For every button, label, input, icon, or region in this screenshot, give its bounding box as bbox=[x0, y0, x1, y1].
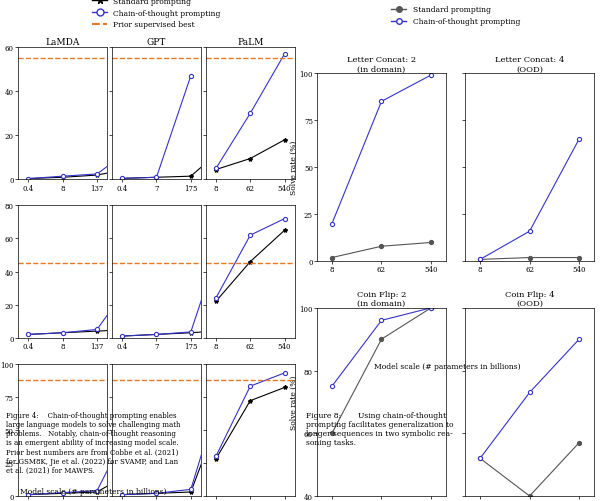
Text: Model scale (# parameters in billions): Model scale (# parameters in billions) bbox=[374, 362, 520, 370]
Text: Figure 4:    Chain-of-thought prompting enables
large language models to solve c: Figure 4: Chain-of-thought prompting ena… bbox=[6, 411, 181, 474]
Title: Letter Concat: 4
(OOD): Letter Concat: 4 (OOD) bbox=[495, 56, 564, 73]
Y-axis label: Solve rate (%): Solve rate (%) bbox=[290, 141, 298, 195]
Legend: Standard prompting, Chain-of-thought prompting, Prior supervised best: Standard prompting, Chain-of-thought pro… bbox=[89, 0, 224, 33]
Title: Coin Flip: 2
(in domain): Coin Flip: 2 (in domain) bbox=[357, 290, 406, 308]
Title: Letter Concat: 2
(in domain): Letter Concat: 2 (in domain) bbox=[347, 56, 416, 73]
Title: PaLM: PaLM bbox=[237, 38, 263, 47]
Y-axis label: GSM8K
solve rate (%): GSM8K solve rate (%) bbox=[0, 88, 2, 140]
Text: Figure 8:       Using chain-of-thought
prompting facilitates generalization to
l: Figure 8: Using chain-of-thought prompti… bbox=[306, 411, 454, 446]
Text: Model scale (# parameters in billions): Model scale (# parameters in billions) bbox=[20, 487, 166, 495]
Y-axis label: SVAMP
solve rate (%): SVAMP solve rate (%) bbox=[0, 245, 2, 299]
Legend: Standard prompting, Chain-of-thought prompting: Standard prompting, Chain-of-thought pro… bbox=[388, 4, 523, 29]
Title: LaMDA: LaMDA bbox=[46, 38, 80, 47]
Y-axis label: Solve rate (%): Solve rate (%) bbox=[290, 375, 298, 429]
Title: GPT: GPT bbox=[147, 38, 166, 47]
Title: Coin Flip: 4
(OOD): Coin Flip: 4 (OOD) bbox=[505, 290, 554, 308]
